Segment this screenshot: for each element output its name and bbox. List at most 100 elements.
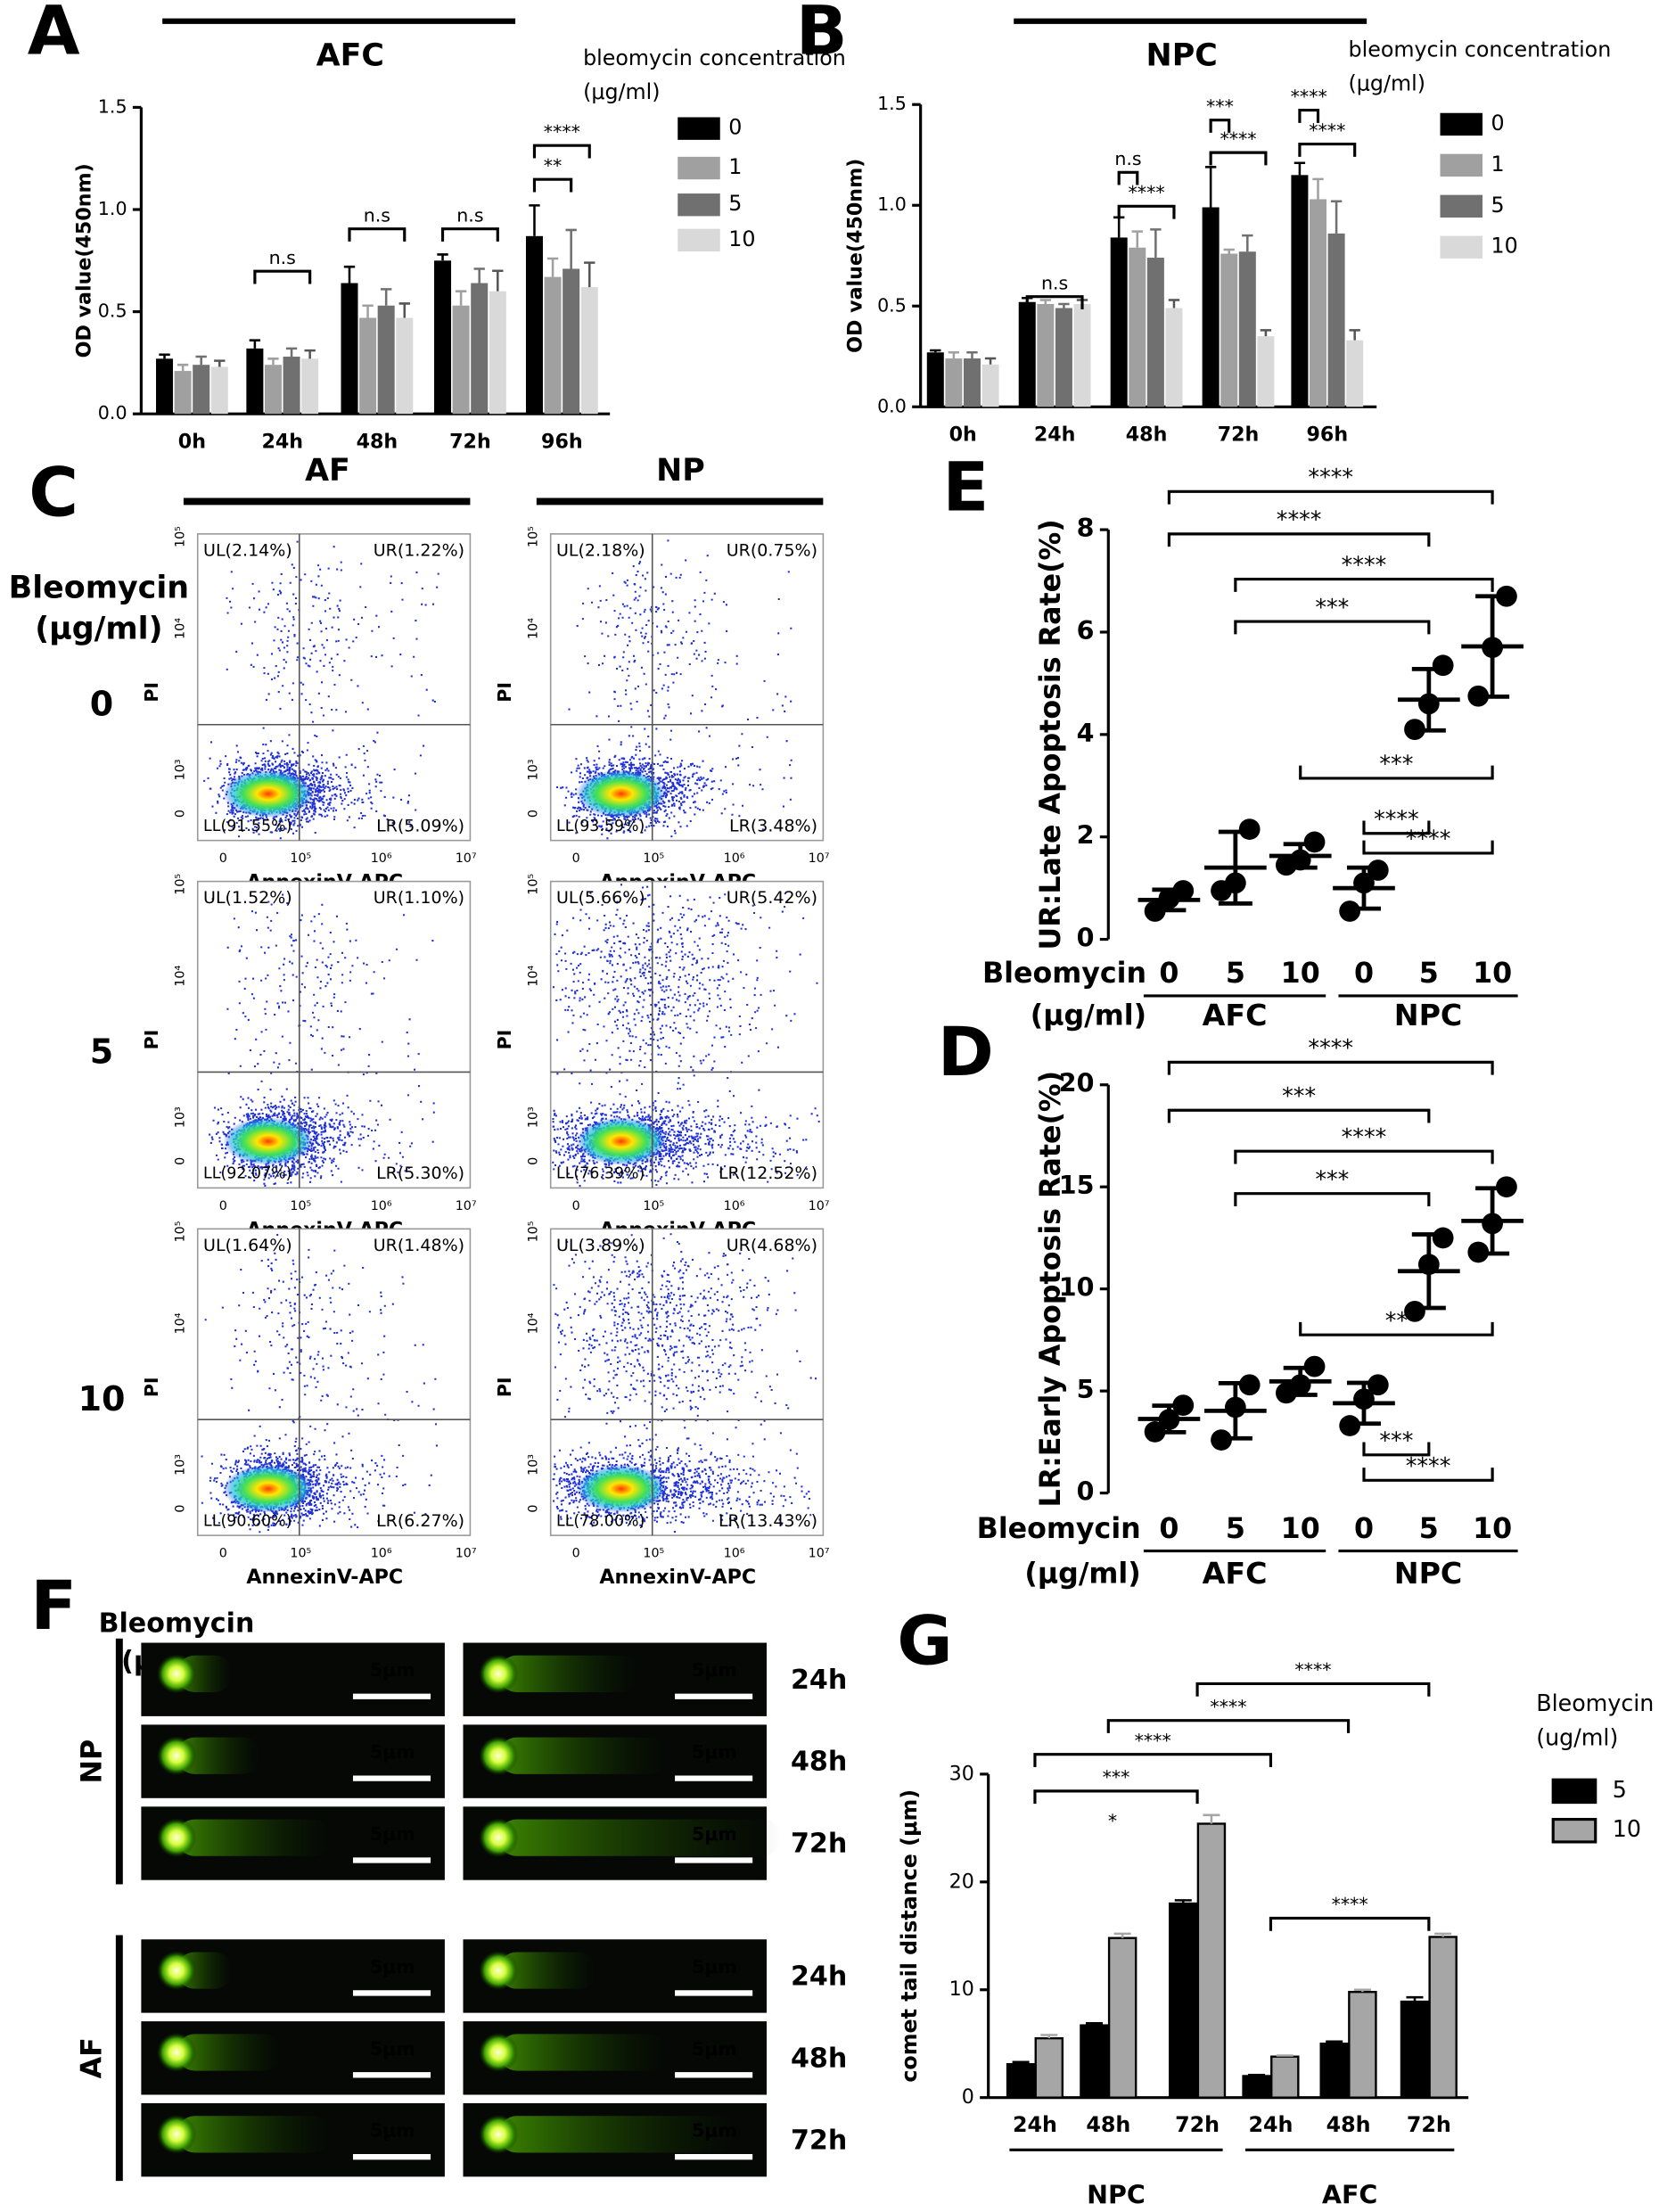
- y-tick-label: 0: [962, 2085, 974, 2109]
- error-bar: [381, 288, 392, 306]
- quadrant-label: LR(6.27%): [376, 1511, 464, 1531]
- scale-label: 5μm: [370, 2038, 415, 2060]
- significance-label: ****: [1342, 1123, 1387, 1150]
- significance-label: **: [1385, 1307, 1408, 1334]
- scale-label: 5μm: [370, 1659, 415, 1681]
- density-core: [223, 1464, 314, 1513]
- legend-label: 0: [728, 115, 742, 140]
- bar: [1107, 1937, 1137, 2099]
- significance-label: n.s: [456, 204, 483, 226]
- scale-label: 5μm: [370, 2120, 415, 2142]
- error-bar: [1012, 2060, 1030, 2065]
- panel-letter: E: [942, 447, 989, 526]
- y-tick-label: 10⁴: [174, 1312, 188, 1334]
- time-label: 72h: [791, 1829, 847, 1860]
- sd-bar: [1283, 842, 1318, 870]
- error-bar: [304, 349, 316, 359]
- quadrant-label: UL(5.66%): [556, 888, 645, 908]
- panel-letter: D: [938, 1012, 994, 1091]
- significance-bracket: [1209, 151, 1268, 166]
- y-tick-label: 10⁵: [174, 874, 188, 895]
- comet-tail: [498, 1655, 640, 1692]
- y-tick-label: 0: [1077, 1477, 1095, 1507]
- error-bar: [1168, 299, 1180, 308]
- quadrant-label: LL(90.60%): [203, 1512, 292, 1530]
- bar: [1073, 304, 1091, 407]
- y-tick-label: 1.0: [877, 193, 907, 215]
- scale-label: 5μm: [692, 1823, 737, 1845]
- bar: [1270, 2055, 1300, 2099]
- significance-label: n.s: [1041, 272, 1068, 293]
- quadrant-label: UR(1.22%): [374, 540, 464, 560]
- error-bar: [398, 302, 410, 318]
- comet-head: [156, 2032, 197, 2073]
- legend-label: 1: [728, 154, 742, 179]
- scale-label: 5μm: [692, 1956, 737, 1978]
- y-tick-label: 10: [949, 1978, 974, 2001]
- bar: [1196, 1822, 1227, 2099]
- x-tick-label: 10⁵: [643, 1199, 664, 1213]
- error-bar: [1276, 2054, 1294, 2057]
- legend-label: 5: [1491, 193, 1505, 218]
- error-bar: [565, 228, 577, 269]
- sd-bar: [1152, 887, 1187, 913]
- event-dots: [209, 893, 435, 1187]
- x-tick-label: 48h: [1086, 2112, 1130, 2137]
- quadrant-label: UL(1.52%): [203, 888, 292, 908]
- comet-tail: [498, 1737, 669, 1774]
- x-tick-label: 10⁵: [290, 1199, 311, 1213]
- y-axis-label: comet tail distance (μm): [897, 1789, 922, 2083]
- y-axis-label: PI: [494, 682, 515, 703]
- bar: [301, 358, 319, 415]
- error-bar: [159, 353, 170, 359]
- error-bar: [584, 261, 595, 288]
- legend-swatch: [678, 228, 720, 252]
- significance-label: ****: [544, 121, 580, 143]
- bar: [377, 305, 395, 415]
- y-tick-label: 10³: [174, 1106, 188, 1128]
- quadrant-label: UR(1.10%): [374, 888, 464, 908]
- x-axis-label: Bleomycin: [977, 1513, 1141, 1545]
- significance-label: ****: [1291, 86, 1327, 107]
- event-dots: [203, 540, 439, 840]
- comet-tail: [176, 2116, 333, 2153]
- error-bar: [1131, 230, 1143, 248]
- sd-bar: [1475, 594, 1510, 699]
- comet-tail: [176, 2034, 283, 2071]
- significance-bracket: [1167, 489, 1494, 505]
- comet-head: [478, 1950, 519, 1991]
- bar: [1346, 340, 1364, 407]
- significance-bracket: [1195, 1682, 1431, 1697]
- y-tick-label: 10³: [174, 760, 188, 781]
- quadrant-label: UR(4.68%): [727, 1236, 817, 1255]
- sd-bar: [1411, 1232, 1446, 1311]
- error-bar: [1040, 2034, 1058, 2039]
- error-bar: [1150, 228, 1162, 259]
- dose-unit: (μg/ml): [35, 612, 162, 647]
- significance-bracket: [1033, 1753, 1273, 1767]
- data-point: [1339, 900, 1361, 922]
- sd-bar: [1218, 829, 1252, 906]
- y-tick-label: 20: [949, 1870, 974, 1893]
- density-core: [223, 1117, 314, 1166]
- comet-head: [478, 1654, 519, 1694]
- y-tick-label: 8: [1077, 514, 1095, 543]
- x-tick-label: 10⁷: [809, 851, 830, 866]
- group-label: NPC: [1394, 998, 1463, 1032]
- bar: [1220, 253, 1238, 407]
- group-bar: [115, 1935, 123, 2182]
- dose-heading: Bleomycin: [9, 571, 189, 606]
- time-label: 24h: [791, 1665, 847, 1696]
- event-dots: [201, 1234, 438, 1534]
- error-bar: [1248, 2074, 1266, 2076]
- bar: [1319, 2043, 1349, 2099]
- error-bar: [249, 339, 261, 349]
- y-tick-label: 0: [527, 1504, 541, 1512]
- bar: [1310, 199, 1327, 407]
- quadrant-label: LR(12.52%): [719, 1164, 817, 1183]
- comet-head: [156, 1736, 197, 1776]
- y-tick-label: 0: [527, 1157, 541, 1165]
- bar: [1400, 2000, 1430, 2099]
- significance-bracket: [532, 144, 591, 159]
